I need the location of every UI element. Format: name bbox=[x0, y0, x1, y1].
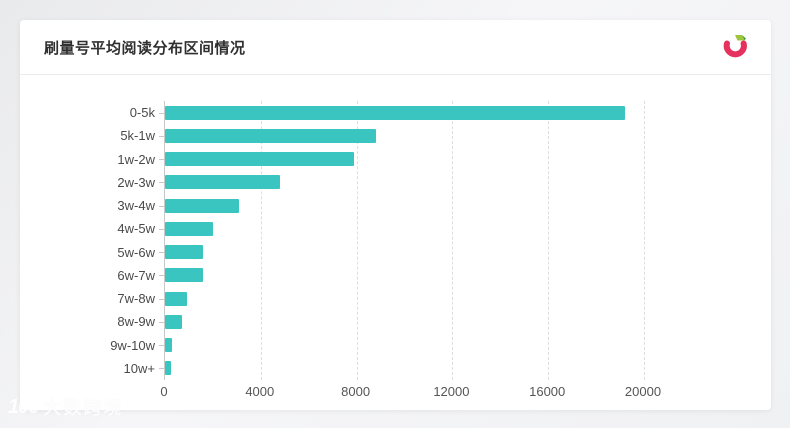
chart-card: 刷量号平均阅读分布区间情况 0-5k 5k-1w 1w-2w 2w-3w 3w-4w 4w… bbox=[20, 20, 771, 410]
bar-row: 7w-8w bbox=[44, 287, 747, 310]
y-axis-tick bbox=[159, 321, 164, 323]
bar-track bbox=[165, 287, 644, 310]
bar bbox=[165, 128, 376, 143]
category-label: 5w-6w bbox=[117, 244, 155, 260]
bar-row: 8w-9w bbox=[44, 310, 747, 333]
y-axis-tick bbox=[159, 205, 164, 207]
bar-track bbox=[165, 264, 644, 287]
bar-track bbox=[165, 148, 644, 171]
y-axis-tick bbox=[159, 298, 164, 300]
bar bbox=[165, 314, 182, 329]
gridline bbox=[260, 101, 262, 380]
category-label: 3w-4w bbox=[117, 198, 155, 214]
category-label: 1w-2w bbox=[117, 151, 155, 167]
bar-row: 2w-3w bbox=[44, 171, 747, 194]
y-axis-tick bbox=[159, 135, 164, 137]
brand-logo-icon[interactable] bbox=[723, 34, 747, 60]
x-axis-tick-label: 16000 bbox=[529, 384, 566, 399]
x-axis-tick-label: 8000 bbox=[341, 384, 371, 399]
bar-row: 5k-1w bbox=[44, 124, 747, 147]
bar-row: 4w-5w bbox=[44, 217, 747, 240]
bar bbox=[165, 221, 213, 236]
bar-track bbox=[165, 334, 644, 357]
category-label: 10w+ bbox=[123, 360, 155, 376]
bar bbox=[165, 152, 355, 167]
bar-track bbox=[165, 194, 644, 217]
bar-row: 1w-2w bbox=[44, 148, 747, 171]
bar-track bbox=[165, 310, 644, 333]
bar-row: 10w+ bbox=[44, 357, 747, 380]
category-label: 2w-3w bbox=[117, 174, 155, 190]
bar-track bbox=[165, 241, 644, 264]
bar bbox=[165, 268, 204, 283]
category-label: 7w-8w bbox=[117, 291, 155, 307]
y-axis-tick bbox=[159, 182, 164, 184]
y-axis-tick bbox=[159, 112, 164, 114]
bar-row: 3w-4w bbox=[44, 194, 747, 217]
bar-track bbox=[165, 357, 644, 380]
y-axis-tick bbox=[159, 275, 164, 277]
bar-track bbox=[165, 101, 644, 124]
category-label: 9w-10w bbox=[110, 337, 155, 353]
bar-row: 6w-7w bbox=[44, 264, 747, 287]
x-axis-tick-label: 4000 bbox=[245, 384, 275, 399]
plot-area bbox=[164, 101, 645, 380]
category-label: 8w-9w bbox=[117, 314, 155, 330]
chart-rows: 0-5k 5k-1w 1w-2w 2w-3w 3w-4w 4w-5w 5w-6w 6w-7w 7… bbox=[44, 101, 747, 380]
x-axis-labels: 0 4000 8000 12000 16000 20000 bbox=[44, 384, 747, 402]
y-axis-tick bbox=[159, 252, 164, 254]
chart-title: 刷量号平均阅读分布区间情况 bbox=[44, 39, 246, 57]
gridline bbox=[452, 101, 454, 380]
gridline bbox=[644, 101, 645, 380]
y-axis-tick bbox=[159, 159, 164, 161]
x-axis-tick-label: 12000 bbox=[433, 384, 470, 399]
x-axis-tick-label: 20000 bbox=[624, 384, 662, 399]
bar bbox=[165, 245, 204, 260]
y-axis-tick bbox=[159, 345, 164, 347]
bar-track bbox=[165, 171, 644, 194]
bar bbox=[165, 361, 171, 376]
y-axis-tick bbox=[159, 368, 164, 370]
card-header: 刷量号平均阅读分布区间情况 bbox=[20, 20, 771, 75]
bar-row: 5w-6w bbox=[44, 241, 747, 264]
bar bbox=[165, 175, 280, 190]
category-label: 6w-7w bbox=[117, 267, 155, 283]
bar-chart: 0-5k 5k-1w 1w-2w 2w-3w 3w-4w 4w-5w 5w-6w 6w-7w 7… bbox=[44, 101, 747, 399]
category-label: 4w-5w bbox=[117, 221, 155, 237]
bar-track bbox=[165, 217, 644, 240]
bar bbox=[165, 338, 173, 353]
bar bbox=[165, 198, 240, 213]
y-axis-tick bbox=[159, 228, 164, 230]
bar-row: 9w-10w bbox=[44, 334, 747, 357]
x-axis-tick-label: 0 bbox=[160, 384, 168, 399]
bar-row: 0-5k bbox=[44, 101, 747, 124]
category-label: 0-5k bbox=[129, 105, 155, 121]
category-label: 5k-1w bbox=[120, 128, 155, 144]
bar bbox=[165, 291, 187, 306]
bar bbox=[165, 105, 625, 120]
bar-track bbox=[165, 124, 644, 147]
gridline bbox=[356, 101, 358, 380]
gridline bbox=[548, 101, 550, 380]
